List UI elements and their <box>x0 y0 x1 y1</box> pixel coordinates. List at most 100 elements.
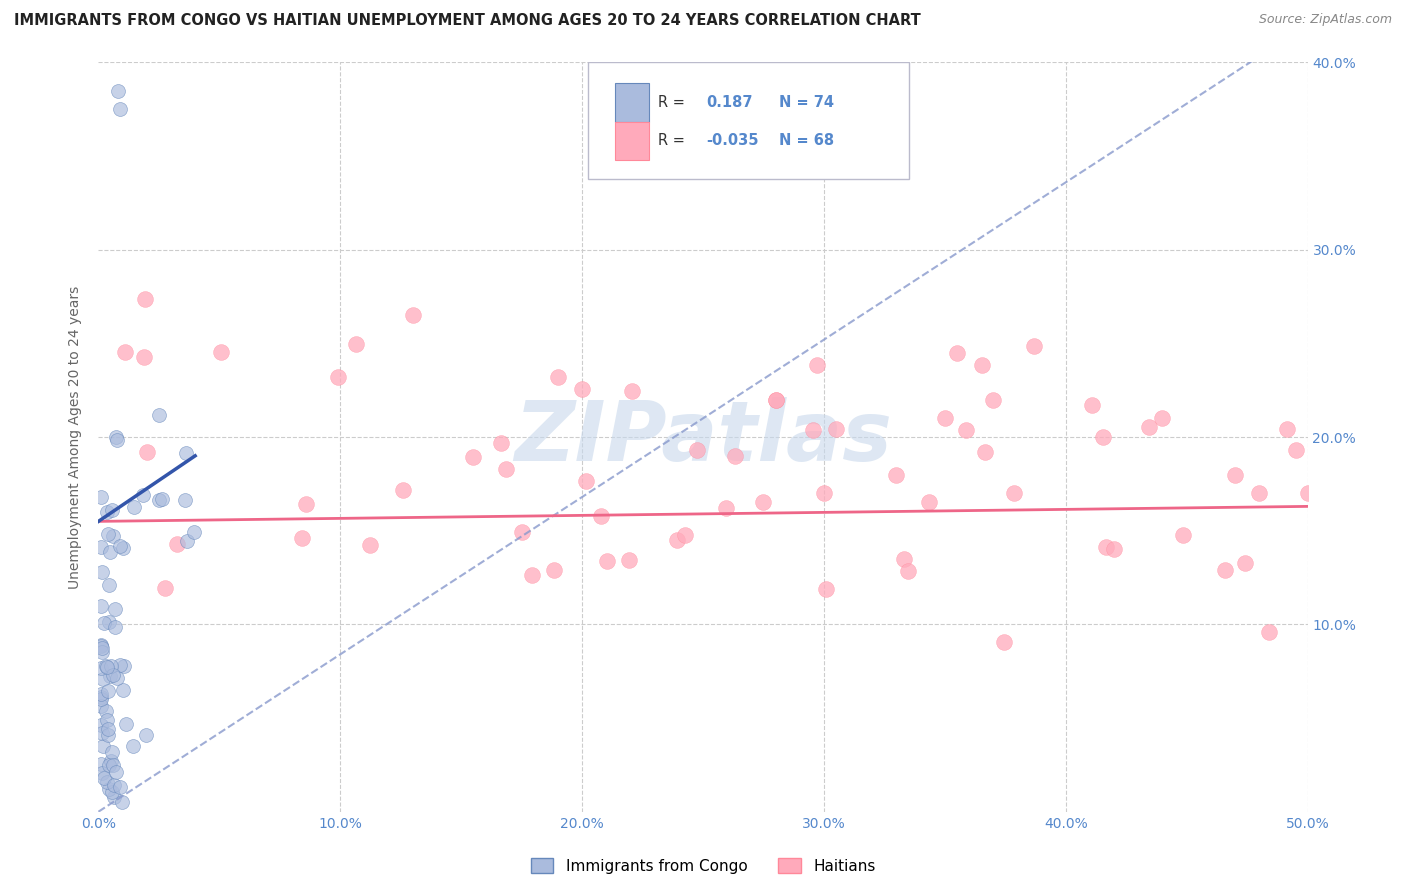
Point <box>1296 486 1319 500</box>
Point <box>1092 430 1115 444</box>
Point <box>97 684 120 698</box>
Point <box>174 446 197 460</box>
FancyBboxPatch shape <box>588 62 908 178</box>
Point <box>91 565 114 579</box>
Point <box>148 493 170 508</box>
Point <box>103 778 125 792</box>
Point <box>101 529 124 543</box>
Point <box>97 723 120 737</box>
Point <box>101 745 124 759</box>
Point <box>290 531 312 545</box>
Point <box>97 615 120 629</box>
Point <box>97 758 120 772</box>
Text: -0.035: -0.035 <box>707 133 759 148</box>
Point <box>98 544 121 558</box>
Point <box>1024 339 1046 353</box>
Point <box>96 775 118 789</box>
Point <box>90 691 112 706</box>
Point <box>981 392 1004 407</box>
Point <box>96 660 118 674</box>
Point <box>90 661 112 675</box>
Point <box>105 671 128 685</box>
Point <box>108 102 131 116</box>
Point <box>489 435 512 450</box>
Point <box>765 392 787 407</box>
Point <box>1002 486 1025 500</box>
Point <box>104 620 127 634</box>
Point <box>344 336 367 351</box>
Point <box>93 615 115 630</box>
Text: N = 74: N = 74 <box>779 95 834 110</box>
Point <box>934 411 956 425</box>
Text: R =: R = <box>658 133 685 148</box>
Point <box>1275 422 1298 436</box>
Point <box>974 445 997 459</box>
Point <box>993 635 1015 649</box>
Point <box>91 672 114 686</box>
Point <box>153 581 176 595</box>
Point <box>135 728 157 742</box>
Point <box>1081 398 1104 412</box>
Point <box>108 780 131 795</box>
Point <box>589 509 612 524</box>
Point <box>90 766 112 780</box>
Point <box>96 713 118 727</box>
Point <box>135 444 157 458</box>
Point <box>673 528 696 542</box>
Point <box>100 659 122 673</box>
Point <box>90 638 112 652</box>
Point <box>97 728 120 742</box>
Point <box>134 350 156 364</box>
Point <box>1233 556 1256 570</box>
Point <box>107 83 129 97</box>
Point <box>90 718 112 732</box>
Point <box>294 497 316 511</box>
Point <box>103 790 125 805</box>
Point <box>90 757 112 772</box>
Point <box>815 582 838 597</box>
Point <box>90 540 112 554</box>
Point <box>1257 625 1279 640</box>
Point <box>176 533 198 548</box>
Point <box>495 462 517 476</box>
Text: Source: ZipAtlas.com: Source: ZipAtlas.com <box>1258 13 1392 27</box>
Point <box>94 659 117 673</box>
Point <box>115 717 138 731</box>
Point <box>510 524 533 539</box>
FancyBboxPatch shape <box>614 83 648 121</box>
Point <box>522 567 544 582</box>
Point <box>621 384 644 399</box>
Point <box>98 782 121 797</box>
Point <box>765 392 787 407</box>
Point <box>93 772 115 786</box>
Point <box>183 525 205 540</box>
Point <box>98 669 121 683</box>
Point <box>893 551 915 566</box>
Point <box>801 423 824 437</box>
Point <box>90 645 112 659</box>
Point <box>96 526 118 541</box>
Point <box>101 785 124 799</box>
Point <box>122 500 145 515</box>
Text: R =: R = <box>658 95 685 110</box>
Point <box>359 538 381 552</box>
Point <box>806 358 828 372</box>
Point <box>686 442 709 457</box>
Point <box>547 369 569 384</box>
Point <box>1102 542 1125 557</box>
Point <box>105 764 128 779</box>
Point <box>150 491 173 506</box>
Point <box>1213 563 1236 577</box>
Point <box>104 602 127 616</box>
Point <box>90 599 112 613</box>
Point <box>402 308 425 322</box>
Point <box>813 486 835 500</box>
Y-axis label: Unemployment Among Ages 20 to 24 years: Unemployment Among Ages 20 to 24 years <box>69 285 83 589</box>
Legend: Immigrants from Congo, Haitians: Immigrants from Congo, Haitians <box>524 852 882 880</box>
Point <box>970 358 993 372</box>
Point <box>1173 528 1195 542</box>
Point <box>105 433 128 447</box>
Point <box>946 345 969 359</box>
Point <box>174 493 197 508</box>
Point <box>90 639 112 653</box>
